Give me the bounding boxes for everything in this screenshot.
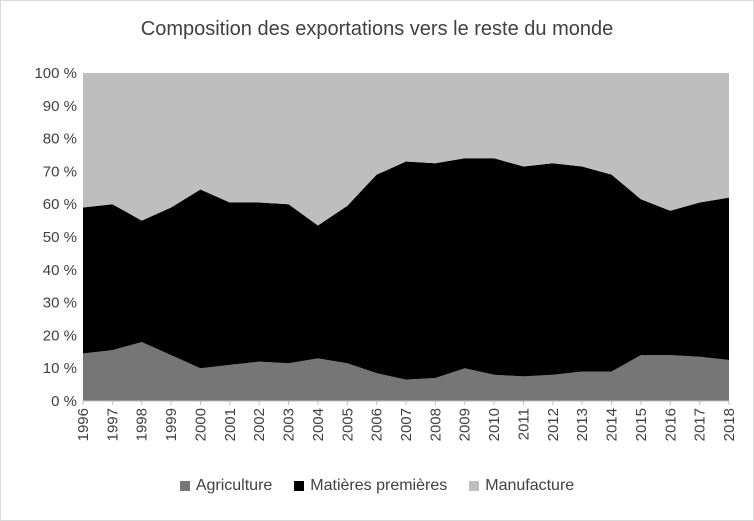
y-tick-label: 50 %: [43, 229, 77, 246]
x-tick-label: 2003: [281, 408, 298, 441]
legend-label-matieres-premieres: Matières premières: [310, 477, 448, 494]
x-tick-label: 2004: [310, 408, 327, 441]
x-tick-label: 2010: [486, 408, 503, 441]
legend-item-manufacture: Manufacture: [469, 477, 574, 495]
y-tick-label: 80 %: [43, 131, 77, 148]
x-tick-label: 2008: [427, 408, 444, 441]
x-tick-label: 2014: [604, 408, 621, 441]
legend-item-agriculture: Agriculture: [179, 477, 273, 495]
y-tick-label: 30 %: [43, 295, 77, 312]
y-tick-label: 10 %: [43, 360, 77, 377]
y-axis: 0 % 10 % 20 % 30 % 40 % 50 % 60 % 70 % 80 % 90 % 1…: [34, 65, 77, 410]
legend-swatch-matieres-premieres: [294, 481, 305, 491]
y-tick-label: 60 %: [43, 196, 77, 213]
x-tick-label: 2012: [545, 408, 562, 441]
y-tick-label: 0 %: [51, 393, 77, 410]
x-tick-label: 1996: [75, 408, 92, 441]
area-series-matieres-premieres: [83, 158, 729, 380]
x-tick-label: 2011: [515, 408, 532, 440]
y-tick-label: 90 %: [43, 98, 77, 115]
legend-swatch-agriculture: [179, 481, 190, 491]
y-tick-label: 40 %: [43, 262, 77, 279]
legend-label-manufacture: Manufacture: [485, 477, 575, 494]
x-tick-label: 2000: [192, 408, 209, 441]
area-layer: [83, 73, 729, 401]
y-tick-label: 20 %: [43, 327, 77, 344]
x-tick-label: 2005: [339, 408, 356, 441]
area-series-agriculture: [83, 341, 729, 401]
x-tick-label: 2018: [721, 408, 738, 441]
x-tick-label: 1999: [163, 408, 180, 441]
legend-item-matieres-premieres: Matières premières: [294, 477, 447, 495]
area-series-manufacture: [83, 73, 729, 226]
x-axis: 1996 1997 1998 1999 2000 2001 2002 2003 2004 2005…: [75, 401, 738, 441]
x-tick-label: 2015: [633, 408, 650, 441]
legend-label-agriculture: Agriculture: [195, 477, 273, 494]
x-tick-label: 2006: [369, 408, 386, 441]
chart-title: Composition des exportations vers le res…: [140, 18, 614, 40]
x-tick-label: 2016: [662, 408, 679, 441]
y-tick-label: 100 %: [34, 65, 77, 82]
x-tick-label: 1997: [104, 408, 121, 441]
x-tick-label: 2007: [398, 408, 415, 441]
x-tick-label: 2002: [251, 408, 268, 441]
legend: Agriculture Matières premières Manufactu…: [0, 477, 754, 495]
x-tick-label: 2009: [457, 408, 474, 441]
legend-swatch-manufacture: [469, 481, 480, 491]
x-tick-label: 1998: [134, 408, 151, 441]
x-tick-label: 2013: [574, 408, 591, 441]
x-tick-label: 2017: [692, 408, 709, 441]
x-tick-label: 2001: [222, 408, 239, 441]
y-tick-label: 70 %: [43, 163, 77, 180]
